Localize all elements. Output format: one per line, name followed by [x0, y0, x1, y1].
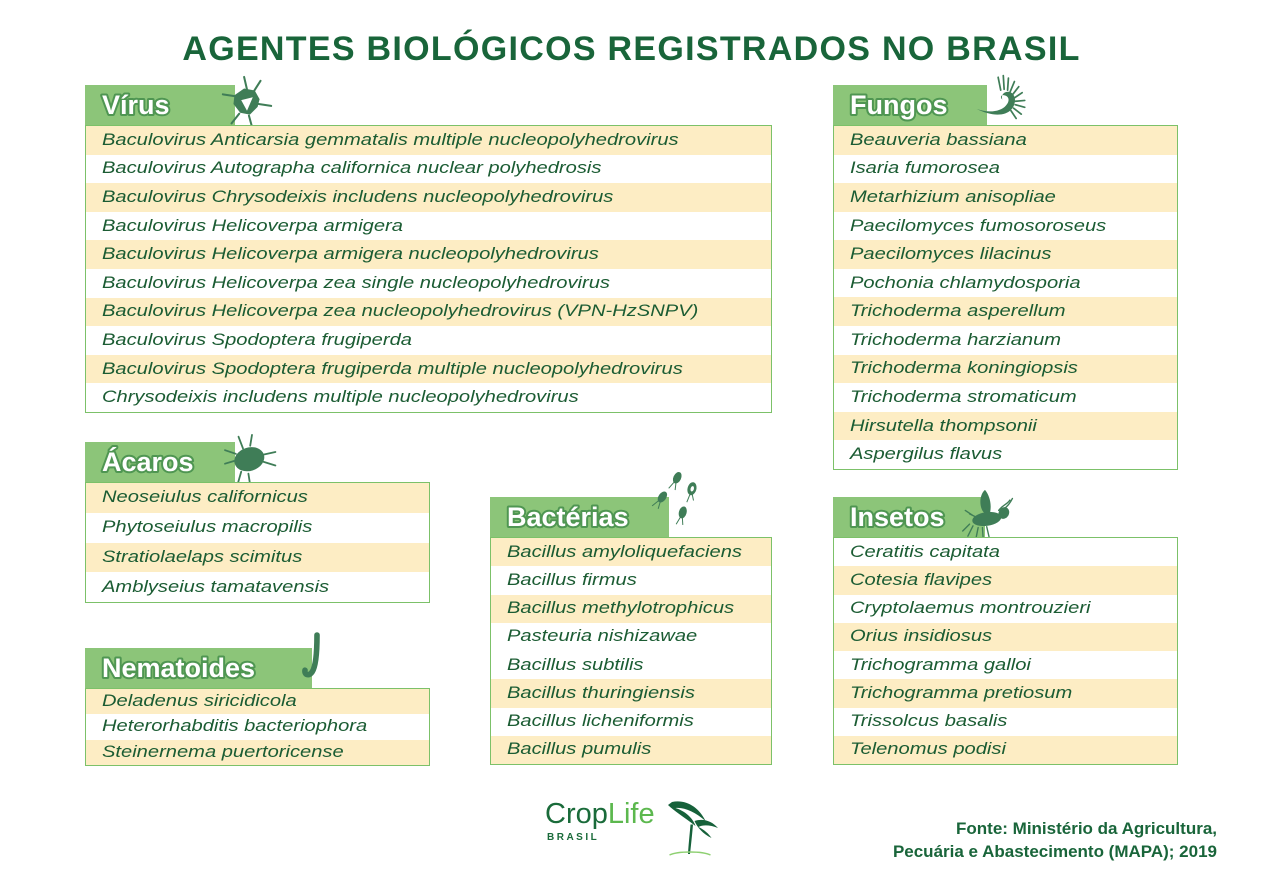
- svg-text:Nematoides: Nematoides: [102, 653, 255, 683]
- svg-text:Bactérias: Bactérias: [507, 502, 629, 532]
- svg-text:Ácaros: Ácaros: [102, 446, 194, 477]
- svg-text:Fungos: Fungos: [850, 90, 947, 120]
- svg-text:Vírus: Vírus: [102, 90, 170, 120]
- svg-text:Insetos: Insetos: [850, 502, 945, 532]
